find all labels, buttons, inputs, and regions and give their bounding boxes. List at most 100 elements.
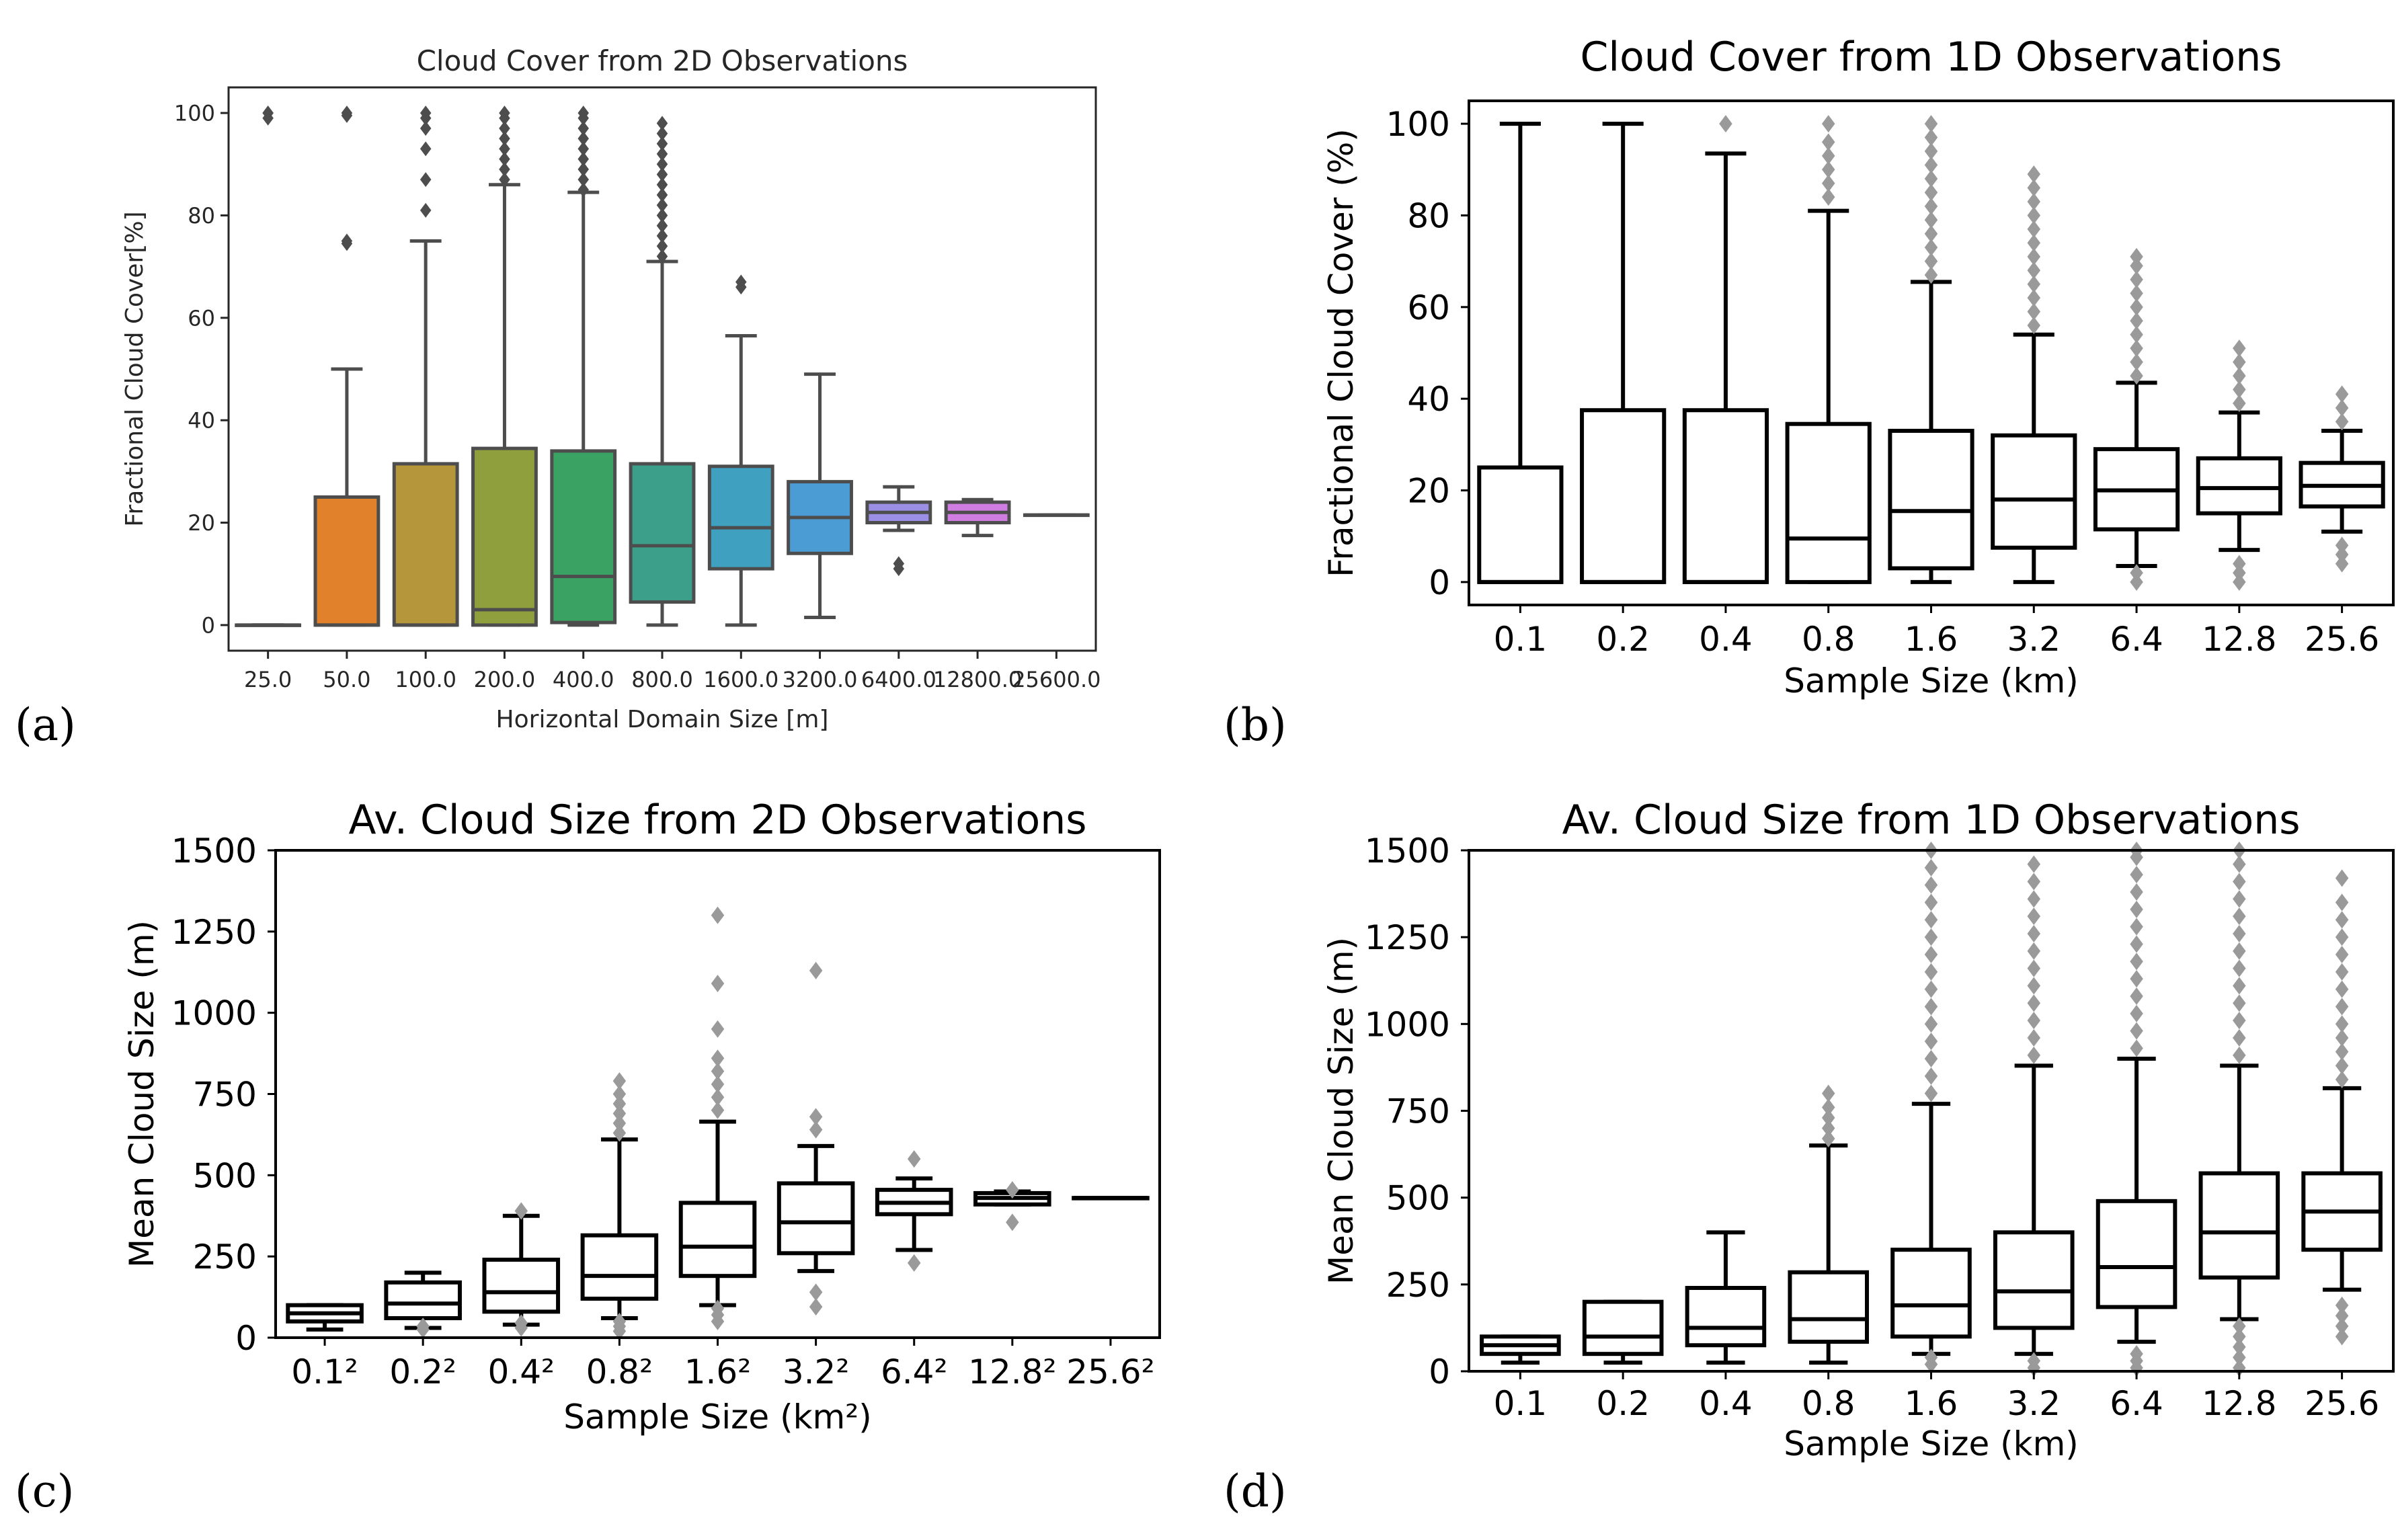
outlier-point xyxy=(1821,174,1835,192)
outlier-point xyxy=(577,141,589,157)
outlier-point xyxy=(499,172,510,188)
box xyxy=(550,449,617,624)
outlier-point xyxy=(711,975,725,993)
outlier-point xyxy=(1821,147,1835,165)
x-tick-label: 25.6 xyxy=(2305,1384,2379,1423)
outlier-point xyxy=(656,208,668,223)
y-tick-label: 250 xyxy=(1386,1266,1450,1305)
outlier-point xyxy=(2130,247,2143,266)
outlier-point xyxy=(2027,179,2041,197)
outlier-point xyxy=(656,157,668,172)
outlier-point xyxy=(1821,1129,1835,1147)
outlier-point xyxy=(1719,115,1732,133)
box xyxy=(707,464,774,571)
outlier-point xyxy=(2027,289,2041,307)
outlier-point xyxy=(2027,261,2041,280)
outlier-point xyxy=(2233,959,2246,977)
outlier-point xyxy=(2130,298,2143,316)
x-tick-label: 0.8 xyxy=(1802,620,1855,659)
x-tick-label: 0.8² xyxy=(586,1352,653,1391)
outlier-point xyxy=(2233,395,2246,412)
x-tick-label: 100.0 xyxy=(395,667,456,692)
outlier-point xyxy=(2027,220,2041,238)
outlier-point xyxy=(1006,1181,1019,1199)
y-tick-label: 100 xyxy=(174,101,215,126)
outlier-point xyxy=(514,1314,528,1332)
outlier-point xyxy=(2130,270,2143,288)
box xyxy=(1685,1286,1767,1348)
outlier-point xyxy=(499,151,510,167)
outlier-point xyxy=(612,1072,627,1090)
x-tick-label: 200.0 xyxy=(474,667,536,692)
outlier-point xyxy=(1821,133,1835,151)
outlier-point xyxy=(2233,1012,2246,1030)
x-tick-label: 3.2² xyxy=(783,1352,850,1391)
outlier-point xyxy=(2027,977,2041,995)
outlier-point xyxy=(2027,942,2041,960)
outlier-point xyxy=(2027,855,2041,873)
outlier-point xyxy=(2130,918,2143,936)
x-tick-label: 12.8 xyxy=(2202,620,2276,659)
outlier-point xyxy=(2130,935,2143,953)
x-tick-label: 6.4 xyxy=(2110,1384,2163,1423)
x-tick-label: 1.6² xyxy=(684,1352,752,1391)
x-tick-label: 3.2 xyxy=(2007,1384,2061,1423)
outlier-point xyxy=(612,1104,627,1123)
outlier-point xyxy=(2335,399,2349,417)
outlier-point xyxy=(1924,876,1938,894)
outlier-point xyxy=(1821,115,1835,133)
outlier-point xyxy=(656,198,668,213)
outlier-point xyxy=(2027,247,2041,266)
x-axis-label: Sample Size (km) xyxy=(1784,661,2079,700)
y-tick-label: 1500 xyxy=(1365,832,1450,870)
y-tick-label: 0 xyxy=(202,612,215,638)
outlier-point xyxy=(420,172,432,188)
outlier-point xyxy=(1821,1084,1835,1102)
outlier-point xyxy=(1924,252,1938,270)
outlier-point xyxy=(711,1062,725,1080)
x-tick-label: 3200.0 xyxy=(783,667,858,692)
outlier-point xyxy=(2027,1046,2041,1064)
outlier-point xyxy=(1924,1050,1938,1067)
outlier-point xyxy=(656,147,668,162)
outlier-point xyxy=(2027,994,2041,1012)
outlier-point xyxy=(656,249,668,264)
outlier-point xyxy=(2233,339,2246,358)
outlier-point xyxy=(1924,184,1938,202)
outlier-point xyxy=(1924,928,1938,946)
outlier-point xyxy=(2130,970,2143,988)
x-tick-label: 3.2 xyxy=(2007,620,2061,659)
outlier-point xyxy=(2335,928,2349,946)
outlier-point xyxy=(262,110,274,126)
outlier-point xyxy=(809,1298,823,1316)
x-tick-label: 50.0 xyxy=(323,667,370,692)
outlier-point xyxy=(499,131,510,147)
outlier-point xyxy=(2233,925,2246,942)
outlier-point xyxy=(656,167,668,182)
y-tick-label: 250 xyxy=(193,1238,257,1276)
outlier-point xyxy=(420,120,432,136)
outlier-point xyxy=(1924,1084,1938,1102)
outlier-point xyxy=(341,108,353,123)
outlier-point xyxy=(2335,1029,2349,1047)
outlier-point xyxy=(2233,1046,2246,1064)
outlier-point xyxy=(420,202,432,218)
outlier-point xyxy=(2233,555,2246,573)
outlier-point xyxy=(577,131,589,147)
outlier-point xyxy=(2233,1029,2246,1047)
outlier-point xyxy=(1924,239,1938,257)
y-tick-label: 100 xyxy=(1386,105,1450,144)
outlier-point xyxy=(2130,284,2143,302)
outlier-point xyxy=(1924,980,1938,998)
box xyxy=(384,1280,462,1321)
x-axis-label: Sample Size (km²) xyxy=(563,1397,872,1436)
outlier-point xyxy=(2027,302,2041,321)
outlier-point xyxy=(2027,925,2041,942)
outlier-point xyxy=(711,1049,725,1067)
outlier-point xyxy=(2027,890,2041,908)
outlier-point xyxy=(2027,165,2041,184)
outlier-point xyxy=(711,1020,725,1038)
outlier-point xyxy=(514,1202,528,1220)
chart-title: Cloud Cover from 2D Observations xyxy=(417,44,908,77)
x-tick-label: 25.6 xyxy=(2305,620,2379,659)
